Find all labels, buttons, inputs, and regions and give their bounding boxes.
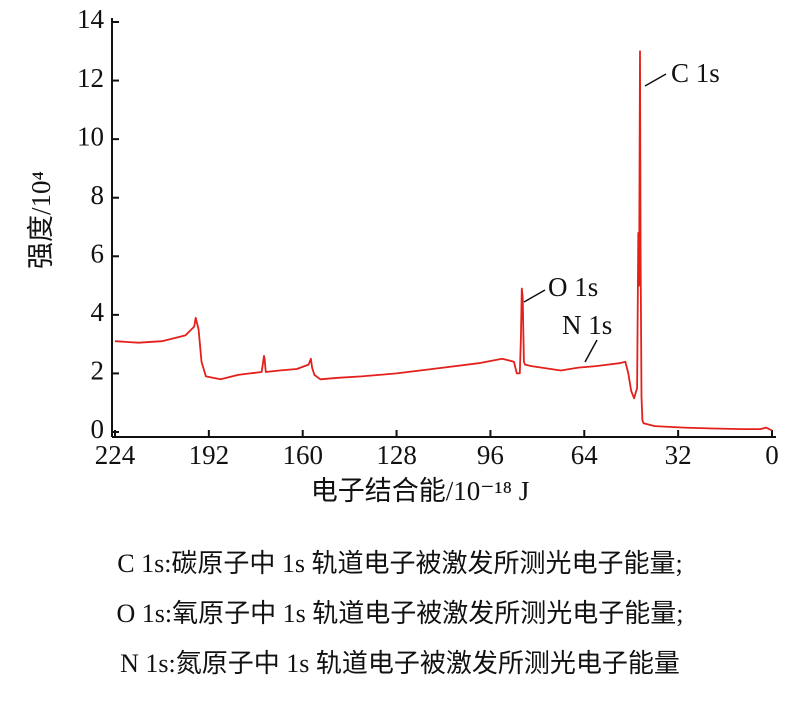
y-tick-label: 6 (91, 238, 105, 268)
caption-line: N 1s:氮原子中 1s 轨道电子被激发所测光电子能量 (120, 649, 680, 678)
annotation: N 1s (562, 310, 612, 340)
x-tick-label: 0 (765, 440, 779, 470)
annotation-leader (644, 73, 667, 87)
x-tick-label: 192 (189, 440, 230, 470)
x-tick-label: 128 (376, 440, 417, 470)
caption-line: C 1s:碳原子中 1s 轨道电子被激发所测光电子能量; (117, 549, 683, 578)
x-tick-label: 64 (571, 440, 599, 470)
y-tick-label: 10 (77, 121, 104, 151)
x-tick-label: 32 (665, 440, 692, 470)
spectrum-line (114, 50, 773, 432)
annotation-leader (523, 289, 546, 303)
y-axis-label: 强度/10⁴ (26, 171, 56, 269)
x-tick-label: 96 (477, 440, 504, 470)
y-tick-label: 0 (91, 414, 105, 444)
y-tick-label: 4 (91, 297, 105, 327)
y-tick-label: 14 (77, 4, 105, 34)
x-tick-label: 224 (95, 440, 136, 470)
y-tick-label: 2 (91, 356, 105, 386)
annotation-leader (584, 339, 598, 363)
annotation: C 1s (671, 58, 720, 88)
caption-line: O 1s:氧原子中 1s 轨道电子被激发所测光电子能量; (117, 599, 684, 628)
x-axis-label: 电子结合能/10⁻¹⁸ J (311, 476, 530, 506)
annotation: O 1s (548, 272, 598, 302)
x-tick-label: 160 (282, 440, 323, 470)
y-tick-label: 12 (77, 63, 104, 93)
y-tick-label: 8 (91, 180, 105, 210)
